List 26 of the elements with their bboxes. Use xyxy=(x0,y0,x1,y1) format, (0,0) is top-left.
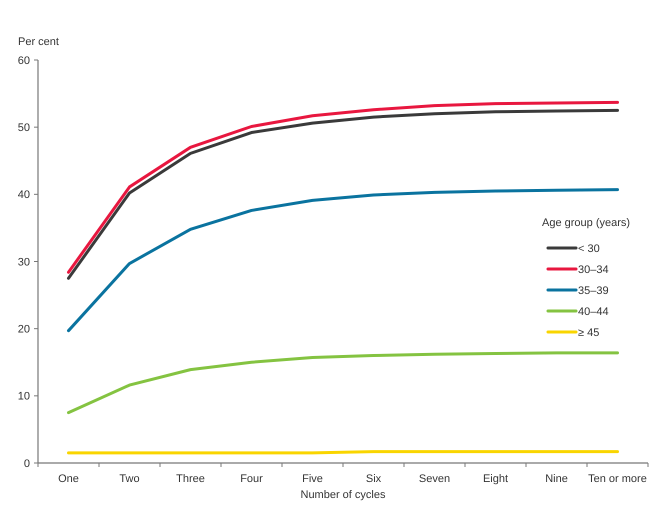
x-tick-label: One xyxy=(58,473,79,485)
x-tick-label: Seven xyxy=(418,473,450,485)
x-tick-label: Two xyxy=(119,473,140,485)
legend-label: 30–34 xyxy=(578,264,609,276)
y-tick-label: 20 xyxy=(18,324,30,336)
y-axis-title: Per cent xyxy=(18,36,59,48)
x-tick-label: Five xyxy=(302,473,323,485)
x-tick-label: Ten or more xyxy=(588,473,647,485)
y-tick-label: 0 xyxy=(24,458,30,470)
y-tick-label: 60 xyxy=(18,54,30,67)
x-tick-label: Three xyxy=(176,473,205,485)
x-axis-title: Number of cycles xyxy=(300,489,386,501)
x-tick-label: Eight xyxy=(482,473,508,485)
legend-label: < 30 xyxy=(578,242,600,255)
legend-title: Age group (years) xyxy=(542,217,630,229)
line-series xyxy=(67,351,619,414)
x-tick-label: Four xyxy=(240,473,264,485)
y-tick-label: 30 xyxy=(18,256,30,268)
legend-label: 40–44 xyxy=(578,306,609,318)
y-tick-label: 10 xyxy=(18,390,30,403)
y-tick-label: 50 xyxy=(18,122,30,134)
legend-label: 35–39 xyxy=(578,284,609,297)
y-tick-label: 40 xyxy=(18,189,30,202)
x-tick-label: Nine xyxy=(545,473,568,485)
x-tick-label: Six xyxy=(366,473,382,485)
legend-label: ≥ 45 xyxy=(578,326,600,339)
